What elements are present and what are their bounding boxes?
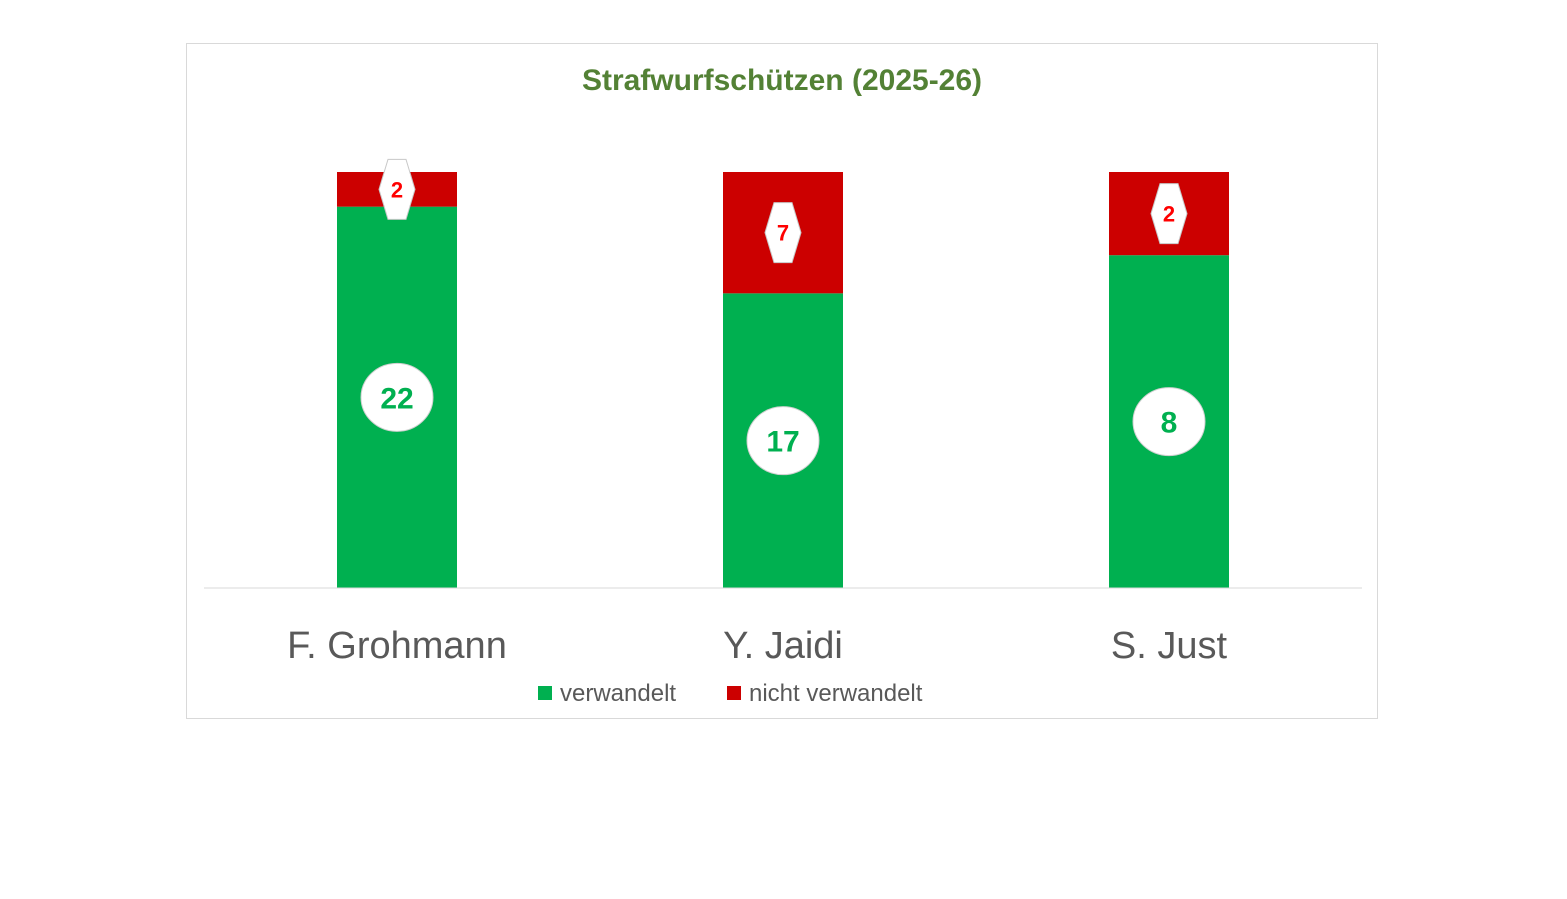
data-label-verwandelt-2: 8 [1161, 407, 1178, 440]
data-label-bubble-1 [746, 406, 820, 476]
data-label-hexagon-0 [378, 158, 416, 220]
x-axis-label-0: F. Grohmann [287, 625, 507, 667]
x-axis-label-1: Y. Jaidi [723, 625, 843, 667]
x-axis-label-2: S. Just [1111, 625, 1228, 667]
legend-label-0: verwandelt [560, 680, 676, 707]
x-axis-labels: F. Grohmann Y. Jaidi S. Just [287, 625, 1227, 667]
data-label-hexagon-1 [764, 202, 802, 264]
legend-label-1: nicht verwandelt [749, 680, 923, 707]
data-label-hexagon-2 [1150, 183, 1188, 245]
chart-title: Strafwurfschützen (2025-26) [582, 64, 982, 97]
data-label-verwandelt-0: 22 [380, 382, 413, 415]
data-label-verwandelt-1: 17 [766, 426, 799, 459]
data-label-bubble-0 [360, 362, 434, 432]
data-label-nicht-verwandelt-0: 2 [391, 177, 403, 202]
data-label-nicht-verwandelt-2: 2 [1163, 202, 1175, 227]
legend-swatch-0 [538, 686, 552, 700]
data-label-nicht-verwandelt-1: 7 [777, 221, 789, 246]
data-label-bubble-2 [1132, 387, 1206, 457]
legend: verwandelt nicht verwandelt [538, 680, 923, 707]
legend-swatch-1 [727, 686, 741, 700]
